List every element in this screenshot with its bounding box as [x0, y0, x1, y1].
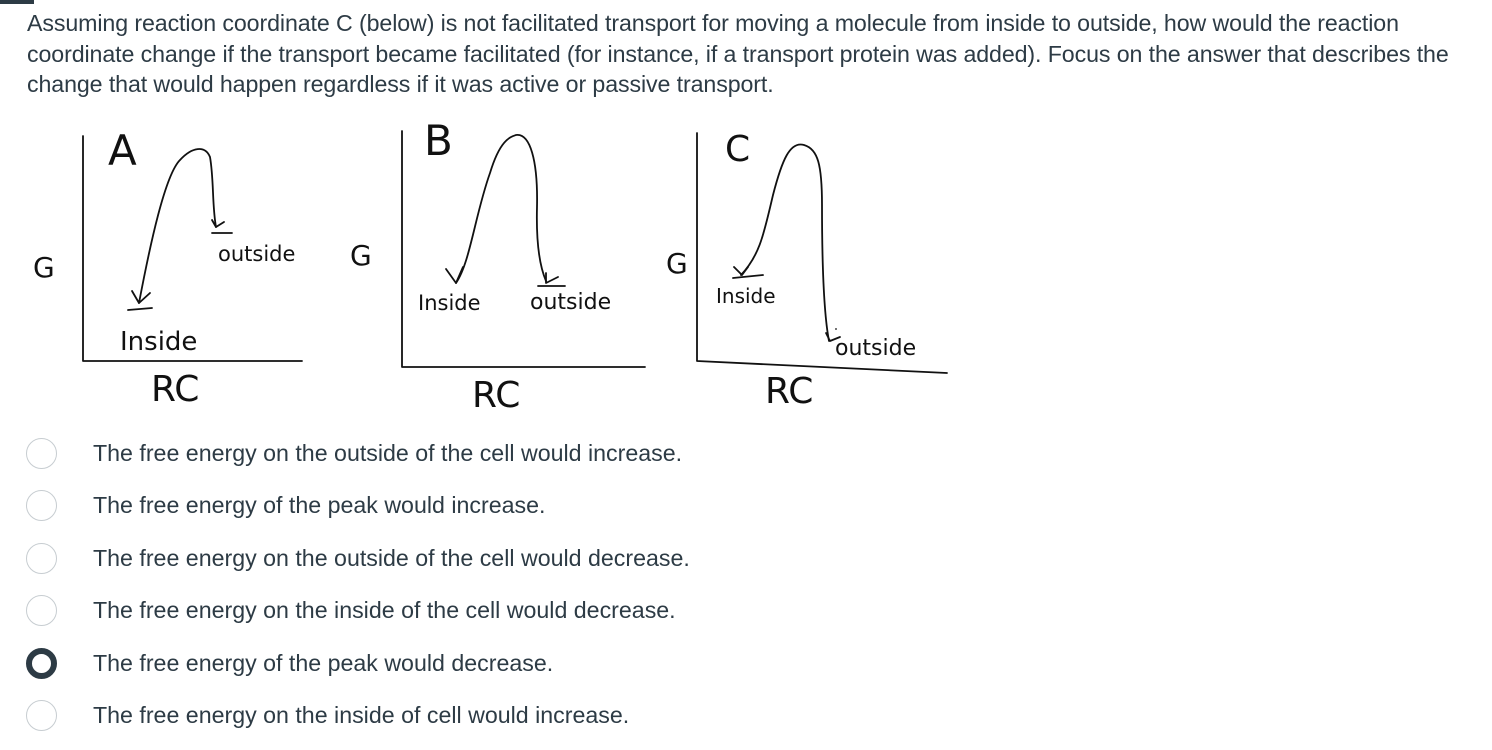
- panel-a-g-label: G: [33, 251, 55, 284]
- panel-a-rc-label: RC: [151, 369, 199, 410]
- answer-option-4[interactable]: The free energy on the inside of the cel…: [26, 585, 926, 638]
- panel-c-outside-label: outside: [835, 336, 916, 361]
- panel-b-letter: B: [424, 116, 453, 165]
- panel-a-outside-label: outside: [218, 242, 295, 266]
- answer-option-3[interactable]: The free energy on the outside of the ce…: [26, 532, 926, 585]
- answer-option-5[interactable]: The free energy of the peak would decrea…: [26, 637, 926, 690]
- panel-c-rc-label: RC: [765, 371, 813, 412]
- radio-button-5[interactable]: [26, 647, 57, 679]
- panel-a-outside-marker: [211, 219, 233, 234]
- radio-button-6[interactable]: [26, 700, 57, 732]
- panel-a-inside-label: Inside: [120, 327, 197, 357]
- panel-a-inside-marker: [127, 290, 153, 311]
- panel-a-letter: A: [108, 126, 137, 175]
- answer-option-2-label[interactable]: The free energy of the peak would increa…: [93, 492, 546, 519]
- answer-option-3-label[interactable]: The free energy on the outside of the ce…: [93, 544, 690, 571]
- answer-option-5-label[interactable]: The free energy of the peak would decrea…: [93, 649, 554, 676]
- panel-c-g-label: G: [666, 247, 688, 280]
- panel-c-outside-marker: [825, 328, 841, 342]
- answer-options: The free energy on the outside of the ce…: [26, 427, 926, 742]
- question-text: Assuming reaction coordinate C (below) i…: [27, 10, 1449, 97]
- panel-c-letter: C: [725, 129, 750, 170]
- panel-c-inside-marker: [732, 266, 764, 279]
- radio-button-2[interactable]: [26, 490, 57, 522]
- radio-button-1[interactable]: [26, 437, 57, 469]
- radio-button-3[interactable]: [26, 542, 57, 574]
- panel-c-energy-curve: [740, 143, 830, 342]
- panel-b-g-label: G: [350, 239, 372, 272]
- answer-option-6-label[interactable]: The free energy on the inside of cell wo…: [93, 702, 630, 729]
- panel-c-inside-label: Inside: [716, 284, 776, 308]
- answer-option-1-label[interactable]: The free energy on the outside of the ce…: [93, 439, 683, 466]
- radio-button-4[interactable]: [26, 595, 57, 627]
- panel-b-energy-curve: [455, 134, 547, 284]
- panel-b-inside-marker: [445, 266, 464, 284]
- panel-b-outside-marker: [537, 272, 566, 287]
- answer-option-4-label[interactable]: The free energy on the inside of the cel…: [93, 597, 676, 624]
- panel-b-outside-label: outside: [530, 290, 611, 315]
- panel-a-axes: [82, 135, 303, 362]
- reaction-coordinate-diagram: A G outside Inside RC B G Inside outside…: [0, 105, 980, 415]
- panel-c-axes: [696, 132, 948, 374]
- panel-b-inside-label: Inside: [418, 291, 481, 315]
- answer-option-6[interactable]: The free energy on the inside of cell wo…: [26, 690, 926, 743]
- answer-option-2[interactable]: The free energy of the peak would increa…: [26, 480, 926, 533]
- panel-b-axes: [401, 130, 646, 368]
- top-accent-bar: [0, 0, 34, 4]
- panel-b-rc-label: RC: [472, 375, 520, 415]
- answer-option-1[interactable]: The free energy on the outside of the ce…: [26, 427, 926, 480]
- panel-a-energy-curve: [138, 148, 217, 304]
